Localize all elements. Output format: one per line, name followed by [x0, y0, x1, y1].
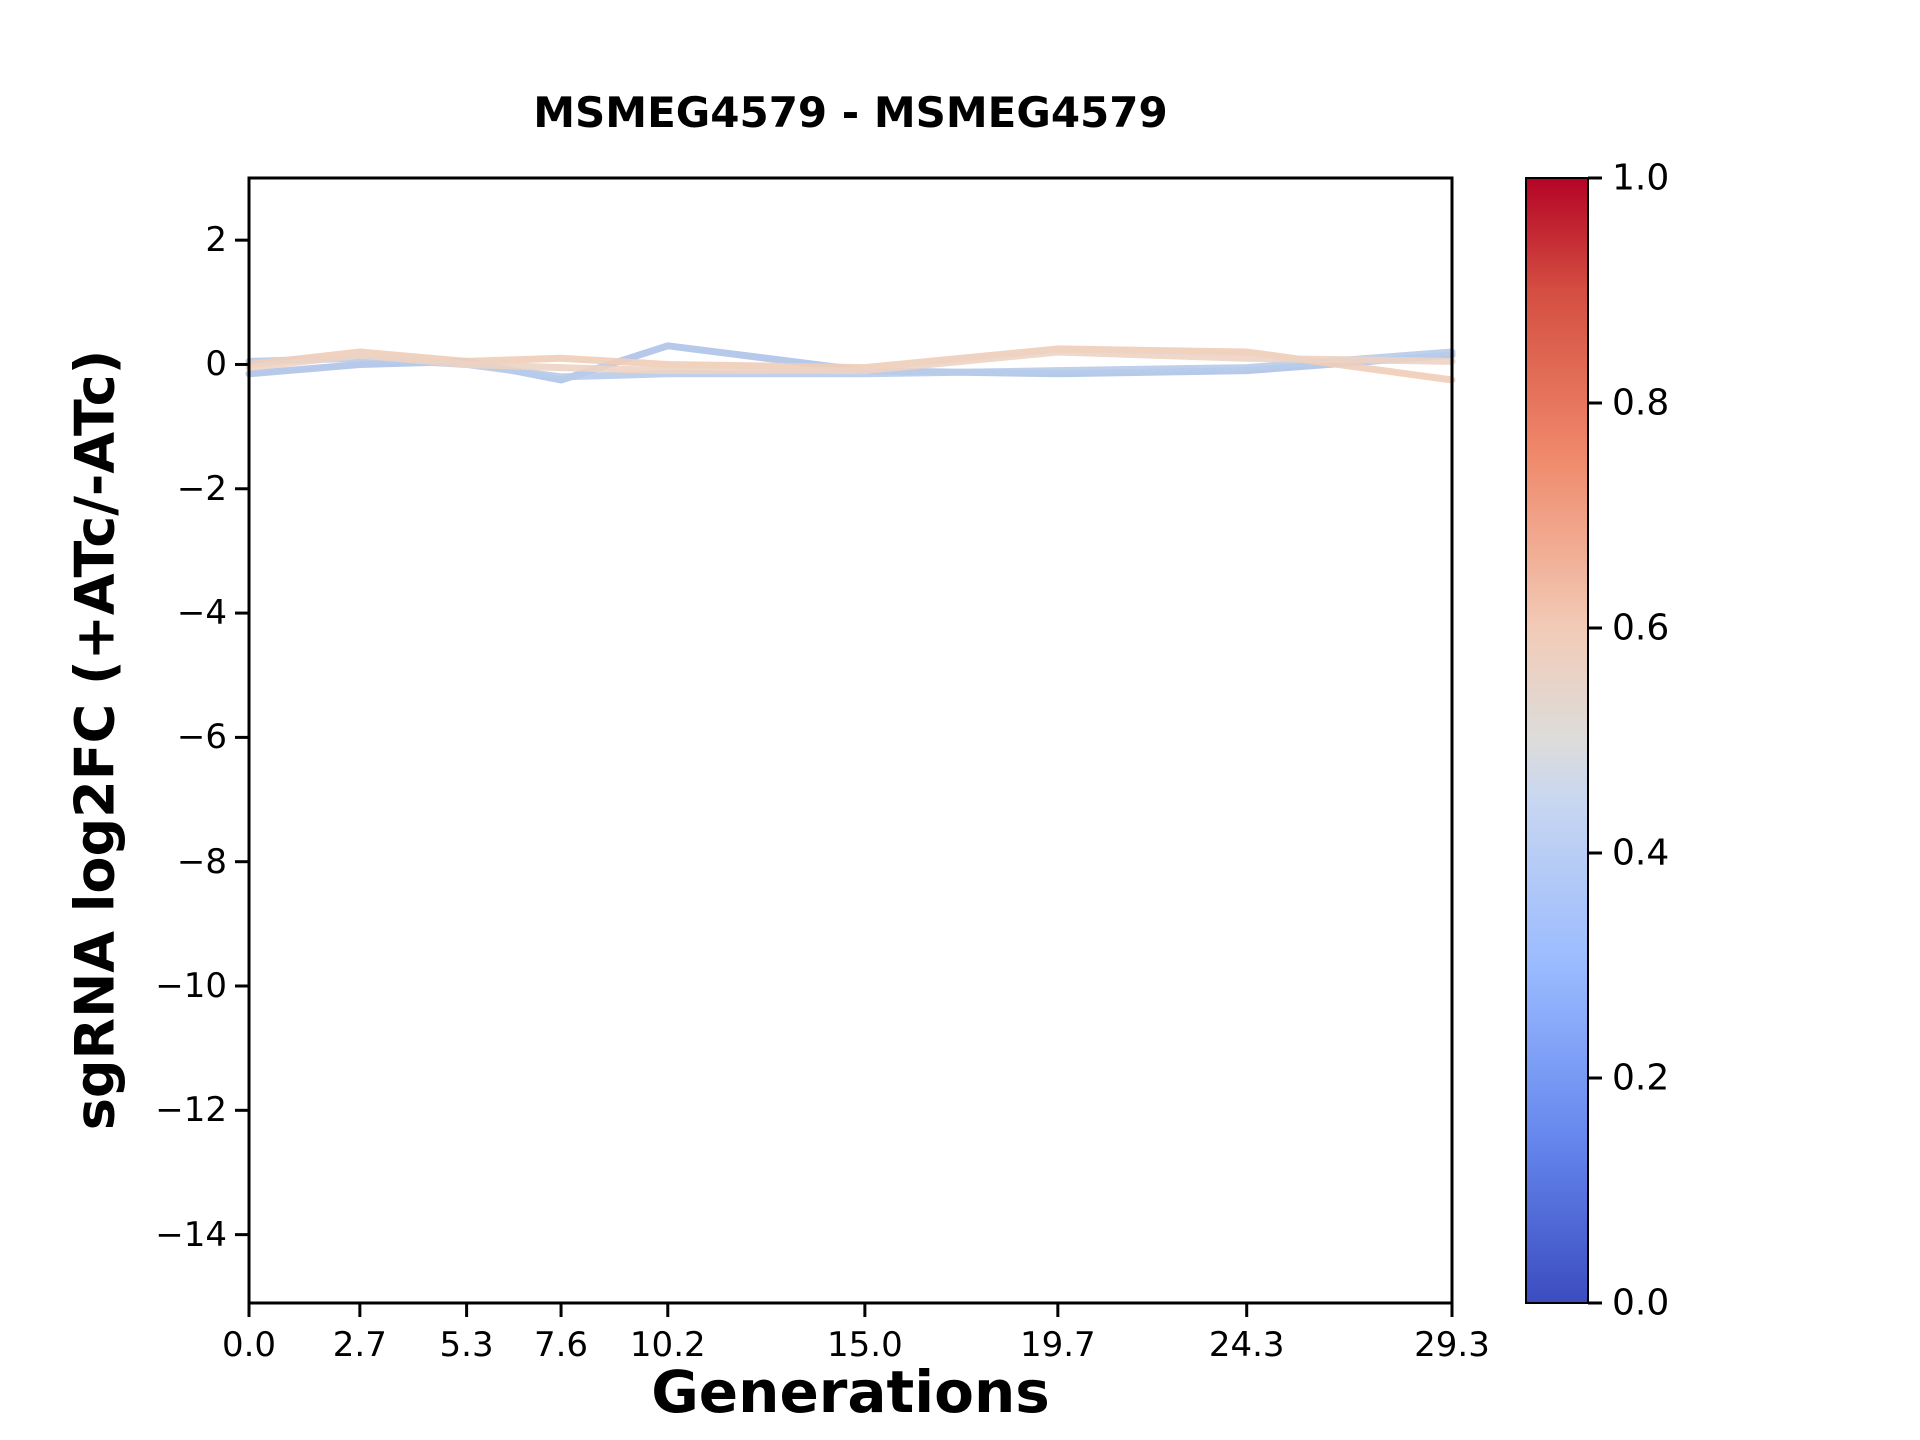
x-tick-label: 5.3 — [439, 1325, 494, 1365]
y-tick-label: −6 — [176, 717, 227, 758]
x-tick-label: 10.2 — [629, 1325, 706, 1365]
colorbar-tick-label: 1.0 — [1612, 157, 1670, 199]
x-tick-label: 15.0 — [827, 1325, 903, 1365]
y-tick-label: −8 — [176, 841, 227, 882]
x-tick-label: 0.0 — [221, 1325, 277, 1365]
x-tick-label: 7.6 — [533, 1325, 589, 1365]
y-tick-label: 0 — [205, 344, 227, 385]
x-tick-label: 24.3 — [1208, 1325, 1285, 1365]
y-tick-label: −2 — [176, 468, 227, 509]
colorbar-tick-label: 0.6 — [1612, 607, 1670, 649]
y-tick-label: −10 — [155, 966, 227, 1006]
x-axis-label: Generations — [651, 1358, 1050, 1426]
colorbar-tick-label: 0.8 — [1612, 382, 1670, 424]
x-tick-label: 29.3 — [1414, 1325, 1490, 1365]
y-tick-label: −12 — [155, 1090, 227, 1131]
y-tick-label: 2 — [205, 220, 227, 261]
y-tick-label: −4 — [176, 593, 227, 634]
colorbar-tick-label: 0.0 — [1612, 1282, 1670, 1324]
y-tick-label: −14 — [155, 1214, 227, 1255]
series-line-4 — [245, 348, 1456, 375]
chart-title: MSMEG4579 - MSMEG4579 — [533, 88, 1168, 137]
x-tick-label: 2.7 — [332, 1325, 387, 1365]
colorbar-tick-label: 0.2 — [1612, 1057, 1670, 1099]
colorbar-tick-label: 0.4 — [1612, 832, 1670, 874]
x-tick-label: 19.7 — [1019, 1325, 1096, 1365]
